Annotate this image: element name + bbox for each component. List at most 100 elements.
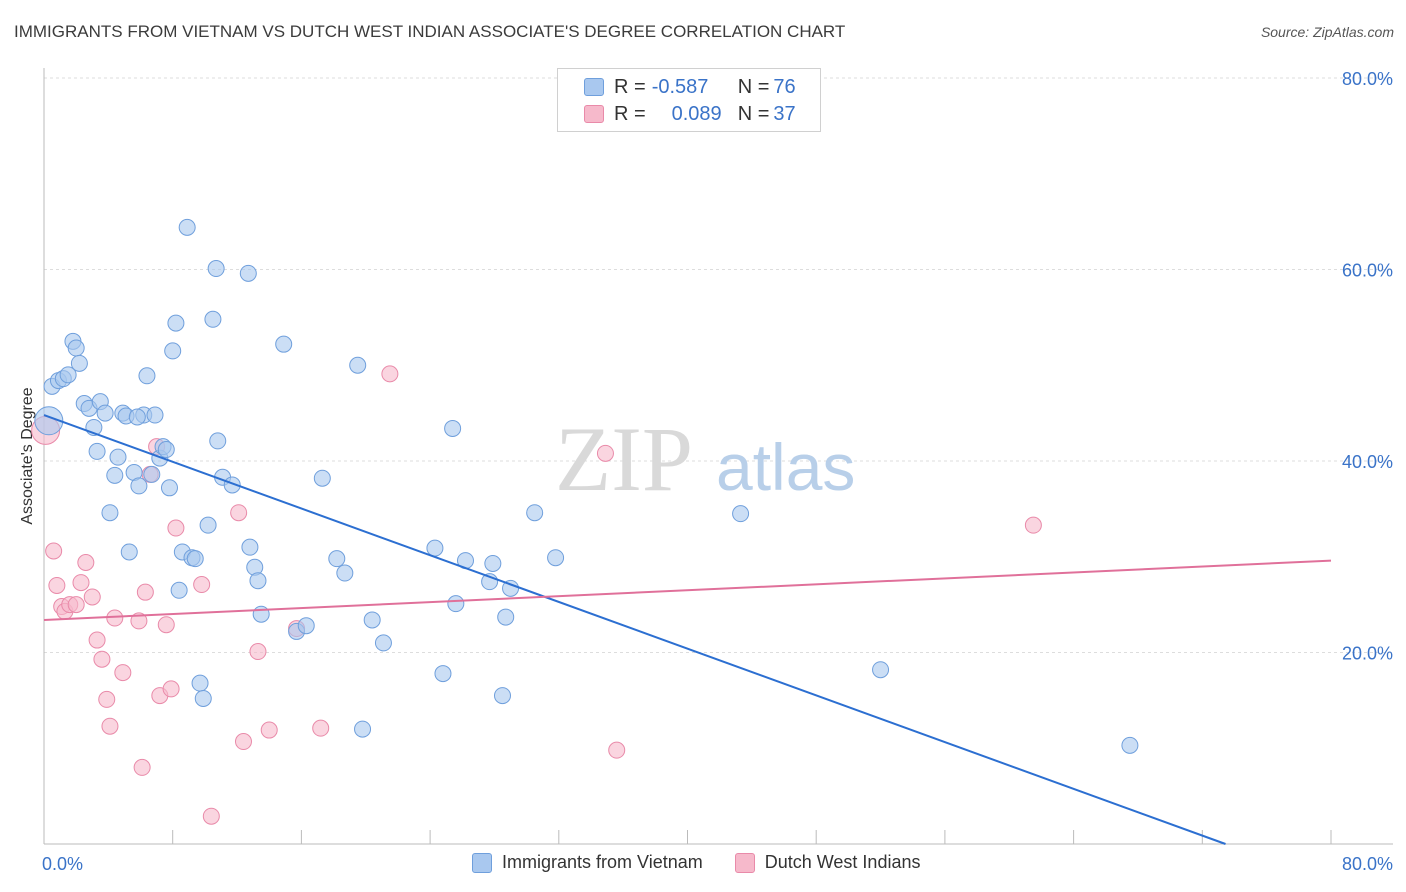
- vietnam-point: [160, 479, 178, 497]
- vietnam-point: [526, 504, 544, 522]
- legend-r-value: 0.089: [671, 102, 722, 125]
- vietnam-point: [434, 665, 452, 683]
- dutch-west-indians-point: [260, 721, 278, 739]
- axes: [43, 68, 1393, 845]
- x-ticks: [172, 830, 1332, 844]
- vietnam-point: [547, 549, 565, 567]
- watermark: ZIP atlas: [555, 408, 855, 510]
- legend-n-label: N =: [737, 102, 770, 125]
- vietnam-point: [239, 264, 257, 282]
- vietnam-point: [199, 516, 217, 534]
- dutch-west-indians-point: [312, 719, 330, 737]
- legend-item-vietnam: Immigrants from Vietnam: [472, 852, 703, 873]
- vietnam-point: [128, 408, 146, 426]
- dutch-west-indians-point: [133, 758, 151, 776]
- dutch-west-indians-point: [88, 631, 106, 649]
- vietnam-point: [444, 419, 462, 437]
- legend-item-dutch: Dutch West Indians: [734, 852, 921, 873]
- vietnam-point: [447, 595, 465, 613]
- dutch-west-indians-point: [114, 664, 132, 682]
- vietnam-point: [374, 634, 392, 652]
- legend-swatch-pink: [584, 105, 604, 123]
- vietnam-point: [106, 466, 124, 484]
- legend-row-vietnam: R = -0.587 N = 76: [584, 75, 796, 99]
- dutch-west-indians-point: [67, 596, 85, 614]
- watermark-zip: ZIP: [555, 408, 693, 510]
- y-tick-label: 80.0%: [1342, 69, 1393, 89]
- legend-r-label: R =: [614, 102, 646, 125]
- dutch-west-indians-point: [234, 733, 252, 751]
- legend-n-label: N =: [737, 75, 770, 98]
- y-tick-label: 40.0%: [1342, 452, 1393, 472]
- vietnam-point: [207, 260, 225, 278]
- vietnam-point: [130, 477, 148, 495]
- legend-label-dutch: Dutch West Indians: [764, 852, 921, 872]
- vietnam-point: [191, 674, 209, 692]
- legend-swatch-pink: [734, 852, 755, 873]
- tick-labels: 20.0% 40.0% 60.0% 80.0% 0.0% 80.0%: [42, 69, 1393, 874]
- vietnam-point: [497, 608, 515, 626]
- vietnam-point: [484, 554, 502, 572]
- dutch-west-indians-point: [136, 583, 154, 601]
- dutch-west-indians-trendline: [43, 559, 1332, 621]
- vietnam-point: [732, 505, 750, 523]
- vietnam-point: [297, 617, 315, 635]
- vietnam-point: [872, 661, 890, 679]
- vietnam-point: [249, 572, 267, 590]
- dutch-west-indians-point: [93, 650, 111, 668]
- dutch-west-indians-point: [381, 365, 399, 383]
- dutch-west-indians-point: [608, 741, 626, 759]
- vietnam-point: [1121, 736, 1139, 754]
- dutch-west-indians-point: [193, 576, 211, 594]
- watermark-atlas: atlas: [716, 430, 855, 504]
- dutch-west-indians-point: [77, 553, 95, 571]
- dutch-west-indians-point: [130, 612, 148, 630]
- vietnam-point: [241, 538, 259, 556]
- vietnam-point: [313, 469, 331, 487]
- dutch-west-indians-point: [249, 643, 267, 661]
- vietnam-point: [252, 605, 270, 623]
- vietnam-point: [275, 335, 293, 353]
- dutch-west-indians-point: [48, 576, 66, 594]
- vietnam-point: [354, 720, 372, 738]
- vietnam-point: [67, 339, 85, 357]
- vietnam-point: [349, 356, 367, 374]
- vietnam-point: [328, 550, 346, 568]
- dutch-west-indians-point: [106, 609, 124, 627]
- dutch-west-indians-point: [230, 504, 248, 522]
- dutch-west-indians-point: [167, 519, 185, 537]
- source-label: Source: ZipAtlas.com: [1260, 24, 1394, 40]
- x-tick-label: 80.0%: [1342, 854, 1393, 874]
- series-legend: Immigrants from Vietnam Dutch West India…: [472, 852, 952, 873]
- legend-row-dutch: R = 0.089 N = 37: [584, 102, 796, 126]
- vietnam-point: [178, 218, 196, 236]
- vietnam-point: [204, 310, 222, 328]
- dutch-west-indians-point: [72, 574, 90, 592]
- y-tick-label: 20.0%: [1342, 644, 1393, 664]
- dutch-west-indians-point: [1024, 516, 1042, 534]
- vietnam-point: [363, 611, 381, 629]
- y-tick-label: 60.0%: [1342, 261, 1393, 281]
- vietnam-point: [96, 404, 114, 422]
- vietnam-point: [109, 448, 127, 466]
- vietnam-point: [59, 366, 77, 384]
- vietnam-point: [101, 504, 119, 522]
- chart-title: IMMIGRANTS FROM VIETNAM VS DUTCH WEST IN…: [14, 22, 846, 41]
- vietnam-point: [70, 354, 88, 372]
- vietnam-point: [138, 367, 156, 385]
- vietnam-point: [186, 550, 204, 568]
- vietnam-point: [34, 406, 64, 436]
- vietnam-point: [170, 581, 188, 599]
- vietnam-point: [164, 342, 182, 360]
- vietnam-point: [209, 432, 227, 450]
- dutch-west-indians-point: [83, 588, 101, 606]
- dutch-west-indians-point: [101, 717, 119, 735]
- legend-swatch-blue: [472, 852, 492, 873]
- dutch-west-indians-point: [596, 444, 614, 462]
- vietnam-point: [143, 465, 161, 483]
- vietnam-point: [157, 441, 175, 459]
- dutch-west-indians-point: [98, 690, 116, 708]
- legend-n-value: 37: [773, 102, 796, 125]
- legend-label-vietnam: Immigrants from Vietnam: [502, 852, 703, 872]
